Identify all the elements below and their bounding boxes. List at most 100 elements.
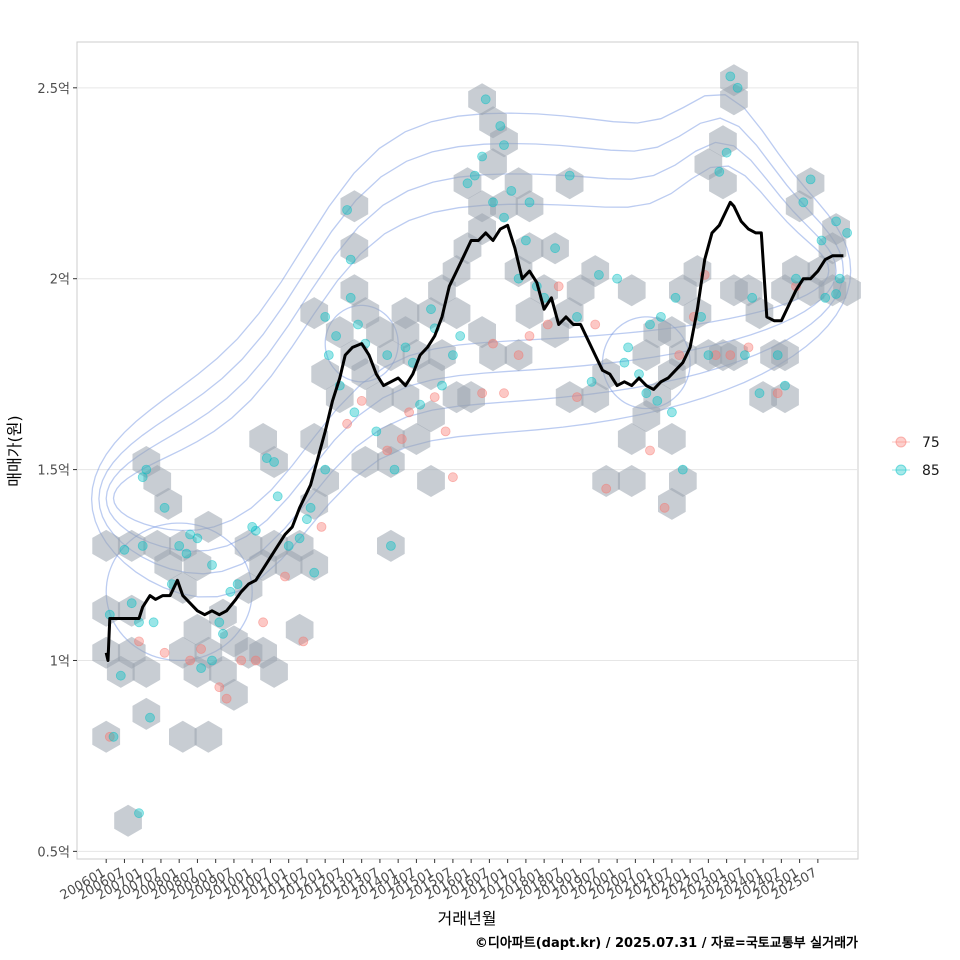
data-point-85 [126, 598, 137, 609]
data-point-85 [437, 380, 447, 391]
y-tick-label: 0.5억 [37, 845, 70, 860]
hex-cell [617, 274, 646, 307]
data-point-85 [141, 464, 152, 475]
data-point-85 [225, 586, 236, 597]
data-point-75 [214, 682, 225, 693]
data-point-75 [258, 617, 269, 628]
data-point-75 [134, 636, 144, 647]
hex-cell [92, 529, 121, 562]
data-point-85 [447, 350, 458, 361]
data-point-85 [400, 342, 411, 353]
hex-cell [417, 400, 445, 433]
hex-cell [796, 167, 825, 200]
data-point-85 [834, 273, 845, 284]
data-point-85 [652, 395, 663, 406]
x-axis: 2006012006072007012007072008012008072009… [58, 859, 820, 903]
hex-cell [143, 465, 172, 497]
hex-cell [325, 316, 354, 349]
data-point-75 [104, 731, 115, 742]
hex-cell [833, 274, 861, 307]
data-point-85 [754, 388, 765, 399]
hex-cell [555, 167, 584, 200]
data-point-75 [196, 644, 207, 654]
hex-cell [428, 339, 456, 372]
data-point-85 [524, 197, 535, 208]
hex-cell [154, 487, 183, 520]
hex-cell [366, 381, 394, 414]
data-point-85 [108, 731, 119, 742]
data-point-75 [590, 319, 601, 330]
data-point-85 [714, 166, 725, 177]
data-point-85 [725, 71, 736, 82]
hex-cell [669, 465, 697, 497]
hex-cell [260, 655, 288, 688]
hex-cell [479, 339, 507, 372]
legend-key-75 [895, 436, 907, 448]
data-point-85 [816, 235, 827, 246]
hex-cell [417, 297, 445, 330]
data-point-75 [772, 388, 783, 399]
hex-cell [311, 465, 339, 497]
data-point-85 [342, 205, 353, 215]
data-point-85 [791, 273, 801, 284]
data-point-75 [513, 350, 524, 361]
hex-cell [785, 190, 814, 223]
data-point-85 [371, 426, 382, 437]
data-point-75 [221, 693, 232, 704]
data-point-85 [480, 94, 491, 105]
data-point-85 [272, 491, 283, 502]
hex-cell [490, 125, 518, 158]
data-point-75 [477, 388, 488, 399]
y-tick-label: 1억 [50, 654, 70, 669]
hex-cell [114, 804, 142, 837]
hex-cell [617, 465, 646, 497]
data-point-85 [550, 243, 560, 254]
y-axis: 0.5억 1억 1.5억 2억 2.5억 [37, 82, 77, 860]
data-point-75 [316, 522, 327, 532]
data-point-85 [148, 617, 159, 628]
data-point-85 [612, 273, 622, 284]
hex-cell [822, 213, 850, 246]
hex-cell [479, 148, 507, 181]
source-caption: ©디아파트(dapt.kr) / 2025.07.31 / 자료=국토교통부 실… [475, 935, 858, 951]
data-point-85 [269, 457, 280, 467]
hex-cell [169, 720, 197, 753]
hex-cell [541, 232, 569, 265]
data-point-85 [207, 560, 217, 570]
data-point-75 [659, 502, 670, 513]
y-tick-label: 2억 [50, 273, 70, 288]
data-point-85 [656, 311, 666, 322]
data-point-85 [345, 292, 356, 303]
data-point-85 [462, 178, 473, 189]
hex-cell [468, 83, 496, 116]
hex-cell [300, 487, 329, 520]
legend-item-75: 75 [892, 435, 940, 451]
hex-cell [132, 655, 161, 688]
scatter-points [104, 71, 852, 819]
hex-cell [515, 297, 544, 330]
data-point-75 [342, 418, 353, 429]
data-point-75 [356, 395, 367, 406]
data-point-85 [145, 712, 155, 723]
data-point-75 [710, 350, 721, 361]
data-point-85 [137, 541, 148, 551]
hex-cell [300, 549, 329, 581]
hex-cell [183, 549, 212, 581]
data-point-75 [645, 445, 655, 456]
hex-cell [249, 423, 277, 455]
data-point-85 [469, 170, 480, 181]
data-point-85 [247, 522, 258, 532]
data-point-85 [499, 212, 509, 223]
data-point-85 [677, 464, 688, 475]
hex-cell [468, 190, 496, 223]
data-point-75 [236, 655, 247, 666]
hex-cell [351, 446, 380, 478]
data-point-85 [250, 525, 261, 536]
hex-cell [92, 720, 121, 753]
data-point-85 [667, 407, 677, 418]
hex-cell [592, 465, 620, 497]
data-point-85 [831, 289, 841, 299]
hex-cell [658, 316, 686, 349]
hex-cell [658, 423, 686, 455]
hex-cell [391, 381, 420, 414]
